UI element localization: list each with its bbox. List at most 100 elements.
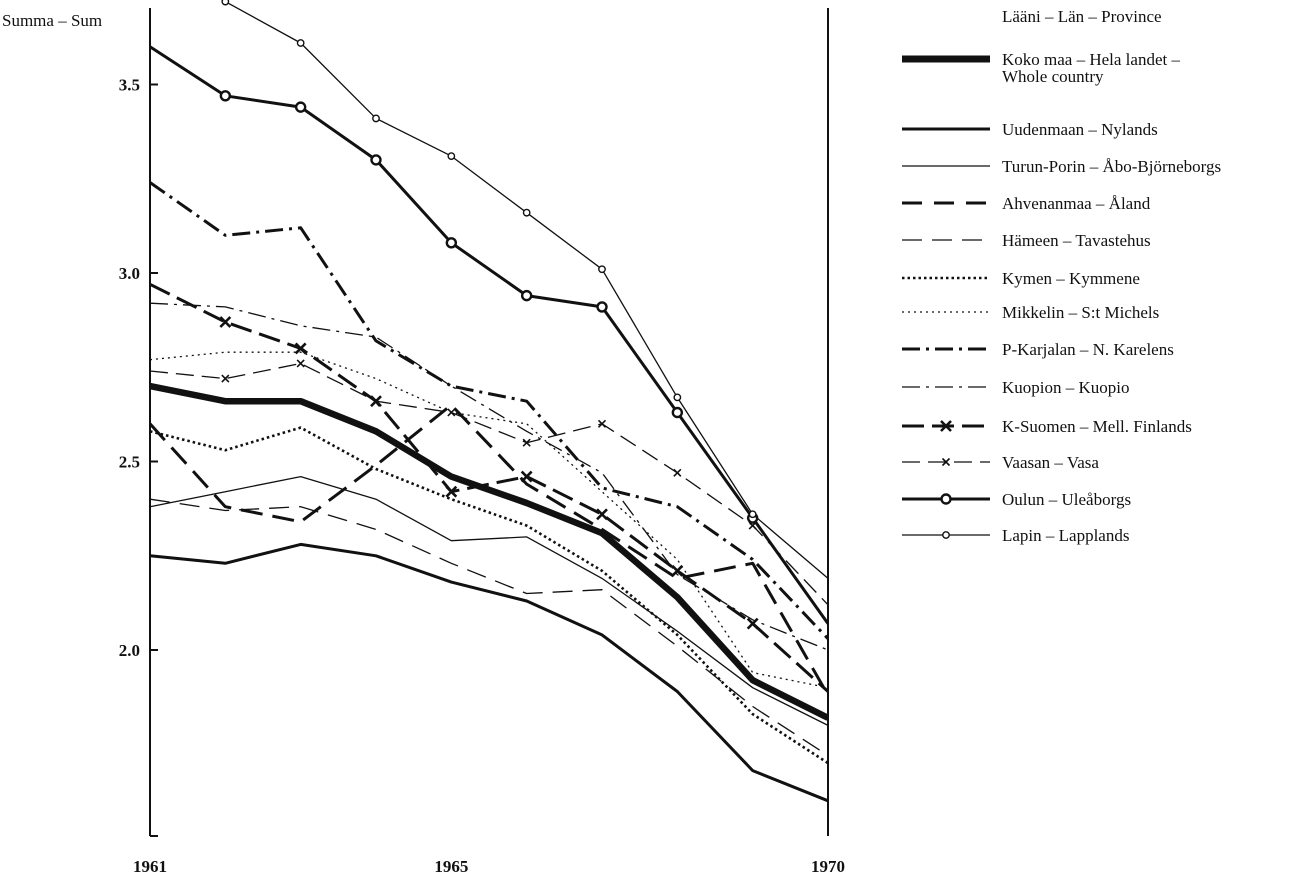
data-point [296, 39, 305, 47]
axes [149, 8, 829, 836]
legend-marker [942, 531, 950, 539]
series-5 [149, 498, 828, 757]
data-point [748, 510, 757, 519]
legend-label: Oulun – Uleåborgs [1002, 490, 1131, 509]
data-point [520, 470, 533, 483]
data-point [447, 152, 456, 161]
series-line [149, 45, 828, 625]
data-point [522, 208, 531, 217]
series-9 [149, 302, 828, 651]
series-layer [148, 0, 828, 803]
data-point [673, 468, 682, 477]
data-point [596, 508, 608, 521]
data-point [597, 419, 607, 428]
legend-label: Mikkelin – S:t Michels [1002, 303, 1159, 322]
legend-item: Hämeen – Tavastehus [902, 231, 1151, 250]
data-point [522, 438, 531, 447]
x-tick-label: 1970 [811, 857, 845, 876]
x-tick-label: 1965 [434, 857, 468, 876]
legend-item: Lapin – Lapplands [902, 526, 1129, 545]
data-point [294, 101, 307, 113]
legend-item: Mikkelin – S:t Michels [902, 303, 1159, 322]
data-point [671, 564, 684, 577]
data-point [596, 301, 608, 313]
data-point [370, 154, 382, 166]
legend: Koko maa – Hela landet – Whole country Uud… [902, 50, 1221, 545]
series-line [149, 475, 828, 726]
legend-label: Uudenmaan – Nylands [1002, 120, 1158, 139]
legend-item: Uudenmaan – Nylands [902, 120, 1158, 139]
legend-item: Kuopion – Kuopio [902, 378, 1130, 397]
legend-item: Kymen – Kymmene [902, 269, 1140, 288]
legend-label: Ahvenanmaa – Åland [1002, 194, 1151, 213]
legend-item: Koko maa – Hela landet – Whole country [902, 50, 1180, 86]
y-tick-label: 3.5 [119, 76, 140, 95]
data-point [371, 397, 381, 406]
series-1 [149, 382, 828, 721]
series-line [149, 282, 828, 693]
data-point [221, 0, 230, 6]
data-point [445, 485, 458, 498]
legend-item: Turun-Porin – Åbo-Björneborgs [902, 157, 1221, 176]
y-axis-label: Summa – Sum [2, 11, 102, 30]
series-2 [149, 542, 828, 803]
data-point [746, 617, 759, 630]
series-4 [148, 403, 828, 696]
series-8 [149, 181, 828, 640]
legend-title: Lääni – Län – Province [1002, 7, 1162, 26]
legend-label: Koko maa – Hela landet – Whole country [1002, 50, 1180, 86]
series-3 [149, 475, 828, 726]
data-point [447, 408, 456, 417]
series-line [149, 302, 828, 651]
legend-label: Lapin – Lapplands [1002, 526, 1129, 545]
y-tick-label: 2.5 [119, 453, 140, 472]
legend-item: Oulun – Uleåborgs [902, 490, 1131, 509]
legend-marker [941, 457, 951, 467]
data-point [671, 406, 684, 419]
data-point [219, 90, 232, 102]
series-10 [149, 282, 828, 693]
legend-item: K-Suomen – Mell. Finlands [902, 417, 1192, 436]
series-line [149, 362, 828, 606]
data-point [520, 289, 533, 302]
data-point [372, 114, 380, 123]
y-tick-label: 3.0 [119, 264, 140, 283]
y-tick-label: 2.0 [119, 641, 140, 660]
legend-item: Ahvenanmaa – Åland [902, 194, 1151, 213]
series-line [221, 0, 828, 579]
legend-marker [940, 493, 952, 505]
series-line [149, 542, 828, 803]
series-7 [149, 351, 828, 689]
x-ticks: 1961 1965 1970 [133, 857, 845, 876]
legend-item: Vaasan – Vasa [902, 453, 1099, 472]
series-line [149, 181, 828, 640]
series-13 [221, 0, 828, 579]
series-line [149, 351, 828, 689]
series-line [149, 498, 828, 757]
legend-label: Kymen – Kymmene [1002, 269, 1140, 288]
series-line [149, 382, 828, 721]
series-line [149, 426, 828, 765]
series-11 [149, 359, 828, 606]
legend-label: Hämeen – Tavastehus [1002, 231, 1151, 250]
series-6 [149, 426, 828, 765]
data-point [445, 237, 458, 249]
legend-marker [940, 420, 952, 432]
data-point [221, 374, 230, 383]
data-point [296, 359, 305, 368]
legend-item: P-Karjalan – N. Karelens [902, 340, 1174, 359]
y-ticks: 2.0 2.5 3.0 3.5 [119, 76, 158, 837]
series-12 [149, 45, 828, 625]
legend-label: Turun-Porin – Åbo-Björneborgs [1002, 157, 1221, 176]
legend-label: Kuopion – Kuopio [1002, 378, 1130, 397]
x-tick-label: 1961 [133, 857, 167, 876]
data-point [294, 342, 307, 355]
data-point [673, 393, 682, 402]
data-point [598, 265, 606, 274]
legend-label: P-Karjalan – N. Karelens [1002, 340, 1174, 359]
legend-label: Vaasan – Vasa [1002, 453, 1099, 472]
series-line [148, 403, 828, 696]
legend-label: K-Suomen – Mell. Finlands [1002, 417, 1192, 436]
data-point [219, 316, 232, 328]
